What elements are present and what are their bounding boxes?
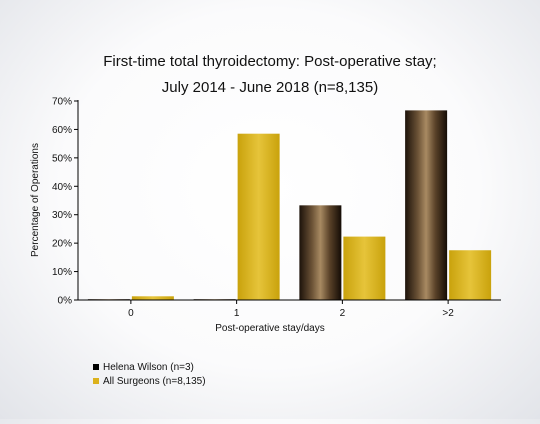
- y-tick-label: 50%: [52, 153, 72, 164]
- bar-helena-wilson-2: [299, 205, 342, 300]
- x-tick-label: 0: [128, 308, 134, 319]
- bar-all-surgeons-2: [343, 236, 386, 300]
- bar-all-surgeons-1: [237, 133, 280, 300]
- x-tick-label: >2: [442, 308, 454, 319]
- x-tick-label: 2: [340, 308, 346, 319]
- y-tick-label: 10%: [52, 267, 72, 278]
- y-tick-label: 70%: [52, 97, 72, 108]
- legend: Helena Wilson (n=3) All Surgeons (n=8,135…: [93, 362, 206, 387]
- bar-group: [87, 110, 492, 300]
- axes: [74, 100, 501, 304]
- legend-label: Helena Wilson (n=3): [103, 362, 194, 373]
- y-tick-label: 30%: [52, 210, 72, 221]
- legend-swatch: [93, 364, 99, 370]
- legend-swatch: [93, 378, 99, 384]
- x-axis-label: Post-operative stay/days: [215, 323, 325, 334]
- bar-helena-wilson-3: [405, 110, 448, 300]
- chart-title-line-2: July 2014 - June 2018 (n=8,135): [162, 79, 378, 96]
- y-tick-label: 0%: [58, 296, 73, 307]
- x-tick-label: 1: [234, 308, 240, 319]
- bar-all-surgeons-0: [131, 296, 174, 300]
- y-tick-label: 40%: [52, 182, 72, 193]
- bar-all-surgeons-3: [449, 250, 492, 300]
- y-tick-label: 20%: [52, 239, 72, 250]
- y-axis-label: Percentage of Operations: [30, 143, 41, 257]
- legend-label: All Surgeons (n=8,135): [103, 376, 206, 387]
- chart-title-line-1: First-time total thyroidectomy: Post-ope…: [103, 53, 436, 70]
- tick-labels: 0% 10% 20% 30% 40% 50% 60% 70% 0 1 2 >2: [52, 97, 454, 320]
- y-tick-label: 60%: [52, 125, 72, 136]
